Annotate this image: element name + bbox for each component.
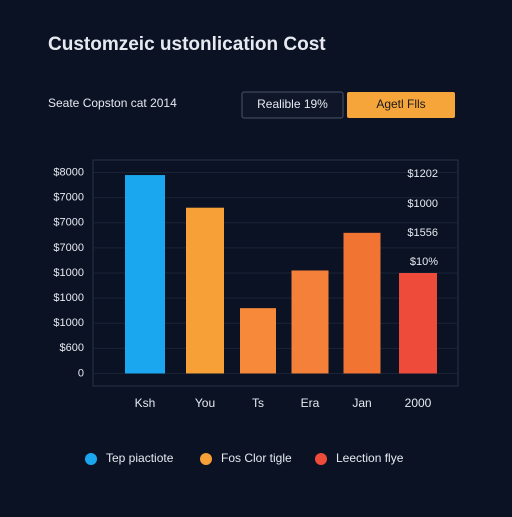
y-tick-label: $1000 <box>53 292 84 304</box>
y-tick-label: 0 <box>78 367 84 379</box>
x-tick-label: Era <box>301 396 320 410</box>
legend-swatch <box>200 453 212 465</box>
button[interactable]: Realible 19% <box>241 91 344 119</box>
bar <box>343 232 381 374</box>
y-tick-label: $8000 <box>53 166 84 178</box>
bar <box>125 175 165 374</box>
x-tick-label: You <box>195 396 215 410</box>
legend-swatch <box>315 453 327 465</box>
button-box[interactable] <box>241 91 344 119</box>
y-tick-label: $1000 <box>53 267 84 279</box>
bar <box>186 207 224 374</box>
chart-subtitle: Seate Copston cat 2014 <box>48 96 177 110</box>
side-label: $10% <box>410 256 438 268</box>
legend-swatch <box>85 453 97 465</box>
bar <box>291 270 329 374</box>
side-label: $1556 <box>407 227 438 239</box>
button-label[interactable]: Realible 19% <box>257 97 328 111</box>
y-tick-label: $7000 <box>53 192 84 204</box>
bar <box>240 308 276 374</box>
button[interactable]: Agetl Flls <box>347 92 455 118</box>
y-tick-label: $1000 <box>53 317 84 329</box>
y-tick-label: $7000 <box>53 217 84 229</box>
side-label: $1000 <box>407 198 438 210</box>
bar <box>399 273 437 374</box>
x-tick-label: Jan <box>352 396 371 410</box>
legend-label: Tep piactiote <box>106 451 174 465</box>
y-tick-label: $7000 <box>53 242 84 254</box>
legend-label: Fos Clor tigle <box>221 451 292 465</box>
button-box[interactable] <box>347 92 455 118</box>
button-label[interactable]: Agetl Flls <box>376 97 425 111</box>
x-tick-label: 2000 <box>405 396 432 410</box>
y-tick-label: $600 <box>60 342 84 354</box>
legend-label: Leection flye <box>336 451 404 465</box>
x-tick-label: Ksh <box>135 396 156 410</box>
chart-title: Customzeic ustonlication Cost <box>48 34 326 55</box>
x-tick-label: Ts <box>252 396 264 410</box>
side-label: $1202 <box>407 168 438 180</box>
